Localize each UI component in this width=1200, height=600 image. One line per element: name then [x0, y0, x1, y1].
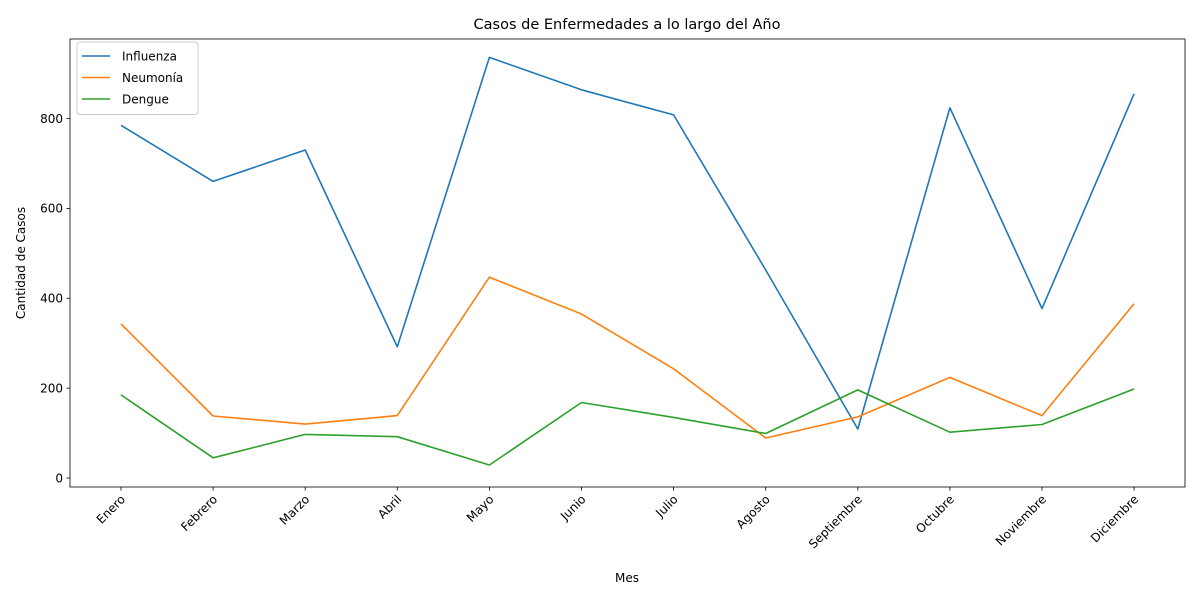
series-line-0 — [120, 56, 1135, 430]
series-point-0 — [580, 89, 582, 91]
series-point-0 — [212, 180, 214, 182]
x-tick-label: Agosto — [734, 492, 773, 531]
y-tick-label: 200 — [40, 381, 63, 395]
legend-label: Influenza — [122, 49, 177, 63]
series-point-2 — [949, 431, 951, 433]
legend-label: Dengue — [122, 92, 169, 106]
x-axis-title: Mes — [615, 571, 639, 585]
plot-area: 0 200 400 600 800 Enero Febrero Marzo Abril Mayo J… — [40, 38, 1186, 551]
x-tick-label: Julio — [652, 492, 680, 520]
series-point-2 — [304, 433, 306, 435]
series-point-0 — [304, 149, 306, 151]
y-axis-title: Cantidad de Casos — [14, 207, 28, 319]
series-line-2 — [120, 388, 1135, 466]
series-point-1 — [1133, 302, 1135, 304]
x-tick-label: Enero — [94, 492, 128, 526]
plot-frame — [69, 38, 1186, 488]
series-point-1 — [580, 313, 582, 315]
series-point-2 — [580, 401, 582, 403]
legend-box — [76, 41, 199, 115]
series-point-0 — [1133, 93, 1135, 95]
series-line-1 — [120, 276, 1135, 439]
series-point-1 — [672, 368, 674, 370]
series-point-0 — [857, 428, 859, 430]
series-point-2 — [396, 435, 398, 437]
series-point-1 — [120, 323, 122, 325]
x-tick-label: Febrero — [178, 492, 220, 534]
x-tick-label: Noviembre — [993, 492, 1049, 548]
series-point-1 — [765, 437, 767, 439]
series-point-0 — [765, 269, 767, 271]
series-point-2 — [857, 389, 859, 391]
series-point-2 — [120, 394, 122, 396]
series-point-2 — [672, 416, 674, 418]
series-point-0 — [120, 124, 122, 126]
x-tick-label: Octubre — [913, 492, 957, 536]
x-tick-label: Septiembre — [806, 492, 865, 551]
series-point-1 — [1041, 414, 1043, 416]
x-tick-label: Marzo — [277, 492, 313, 528]
series-point-1 — [949, 376, 951, 378]
legend-label: Neumonía — [122, 71, 183, 85]
y-tick-label: 600 — [40, 202, 63, 216]
series-point-1 — [396, 414, 398, 416]
y-tick-label: 400 — [40, 292, 63, 306]
series-point-2 — [488, 464, 490, 466]
x-tick-label: Diciembre — [1088, 492, 1141, 545]
series-point-1 — [304, 423, 306, 425]
chart-title: Casos de Enfermedades a lo largo del Año — [474, 17, 781, 33]
series-point-0 — [488, 56, 490, 58]
series-point-0 — [1041, 307, 1043, 309]
legend: Influenza Neumonía Dengue — [76, 41, 199, 115]
series-point-2 — [212, 457, 214, 459]
series-point-0 — [396, 346, 398, 348]
x-tick-label: Junio — [557, 492, 588, 523]
series-point-1 — [212, 415, 214, 417]
y-tick-label: 0 — [55, 471, 63, 485]
y-tick-label: 800 — [40, 112, 63, 126]
series-point-2 — [765, 432, 767, 434]
x-tick-label: Mayo — [464, 492, 497, 525]
series-point-1 — [857, 416, 859, 418]
series-point-1 — [488, 276, 490, 278]
series-point-0 — [672, 114, 674, 116]
series-point-0 — [949, 107, 951, 109]
series-point-2 — [1041, 423, 1043, 425]
x-tick-label: Abril — [375, 492, 404, 521]
series-point-2 — [1133, 388, 1135, 390]
